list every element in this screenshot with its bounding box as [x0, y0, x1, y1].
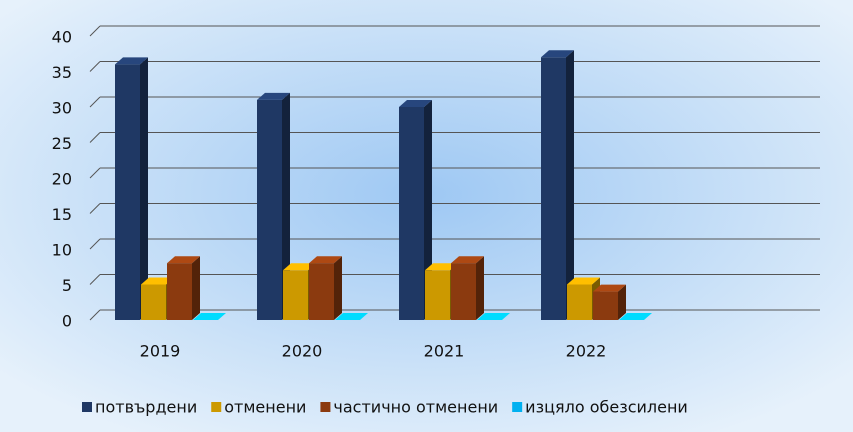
legend-swatch: [512, 402, 523, 412]
y-tick-label: 40: [52, 28, 72, 47]
grid-line-side: [89, 61, 101, 72]
bar-front: [167, 263, 192, 320]
x-tick-label: 2022: [566, 342, 607, 361]
bar-side: [476, 256, 484, 320]
grid-line-side: [89, 167, 101, 179]
bar-top: [567, 277, 600, 285]
legend-swatch: [320, 402, 331, 412]
bar-side: [618, 284, 626, 320]
bar-side: [192, 256, 200, 320]
bar-top: [141, 277, 174, 285]
legend-swatch: [211, 402, 222, 412]
bar-top: [425, 263, 458, 271]
bar-top: [619, 313, 652, 320]
bar: [451, 256, 484, 320]
bar: [167, 256, 200, 320]
bar-top: [335, 313, 368, 320]
bar-top: [451, 256, 484, 264]
bar-top: [283, 263, 316, 271]
grid-line-side: [89, 96, 101, 108]
grid-line-side: [89, 203, 101, 214]
x-tick-label: 2021: [424, 342, 465, 361]
bar-front: [593, 291, 618, 320]
legend-label: изцяло обезсилени: [525, 398, 688, 417]
y-tick-label: 15: [52, 205, 72, 224]
y-tick-label: 20: [52, 170, 72, 189]
bar-front: [451, 263, 476, 320]
bar-side: [334, 256, 342, 320]
bar-front: [399, 107, 424, 320]
bar-top: [257, 92, 290, 100]
bar: [541, 50, 574, 321]
bar-top: [399, 100, 432, 107]
legend-label: отменени: [224, 398, 306, 417]
bar: [593, 284, 626, 320]
bar-side: [282, 92, 290, 321]
grid-line-side: [89, 238, 101, 250]
bar: [477, 313, 510, 320]
bar-front: [425, 270, 450, 320]
y-tick-label: 0: [62, 312, 72, 331]
y-tick-label: 25: [52, 134, 72, 153]
bar-side: [566, 50, 574, 321]
bar-front: [257, 99, 282, 321]
bar: [193, 313, 226, 320]
y-tick-label: 35: [52, 63, 72, 82]
bar-top: [541, 50, 574, 58]
bar-front: [141, 284, 166, 320]
bar-front: [309, 263, 334, 320]
grid-line-side: [89, 132, 101, 143]
bar-top: [167, 256, 200, 264]
bar: [309, 256, 342, 320]
y-tick-label: 5: [62, 276, 72, 295]
bar-side: [140, 57, 148, 321]
y-tick-label: 10: [52, 241, 72, 260]
grid-line-side: [89, 274, 101, 285]
bar: [257, 92, 290, 321]
grid-line-side: [89, 25, 101, 37]
y-tick-label: 30: [52, 99, 72, 118]
x-tick-label: 2019: [140, 342, 181, 361]
bar-top: [477, 313, 510, 320]
bar: [619, 313, 652, 320]
bar-side: [424, 100, 432, 320]
bar-front: [567, 284, 592, 320]
x-tick-label: 2020: [282, 342, 323, 361]
bar-top: [193, 313, 226, 320]
legend-label: частично отменени: [333, 398, 498, 417]
legend-swatch: [82, 402, 92, 412]
bar: [335, 313, 368, 320]
bar-top: [309, 256, 342, 264]
bar: [399, 100, 432, 320]
bar-front: [541, 57, 566, 321]
bar-front: [283, 270, 308, 320]
bar: [115, 57, 148, 321]
bar-top: [593, 284, 626, 292]
grid-line-side: [89, 309, 101, 321]
legend-label: потвърдени: [95, 398, 197, 417]
bar-front: [115, 64, 140, 321]
bar-top: [115, 57, 148, 65]
